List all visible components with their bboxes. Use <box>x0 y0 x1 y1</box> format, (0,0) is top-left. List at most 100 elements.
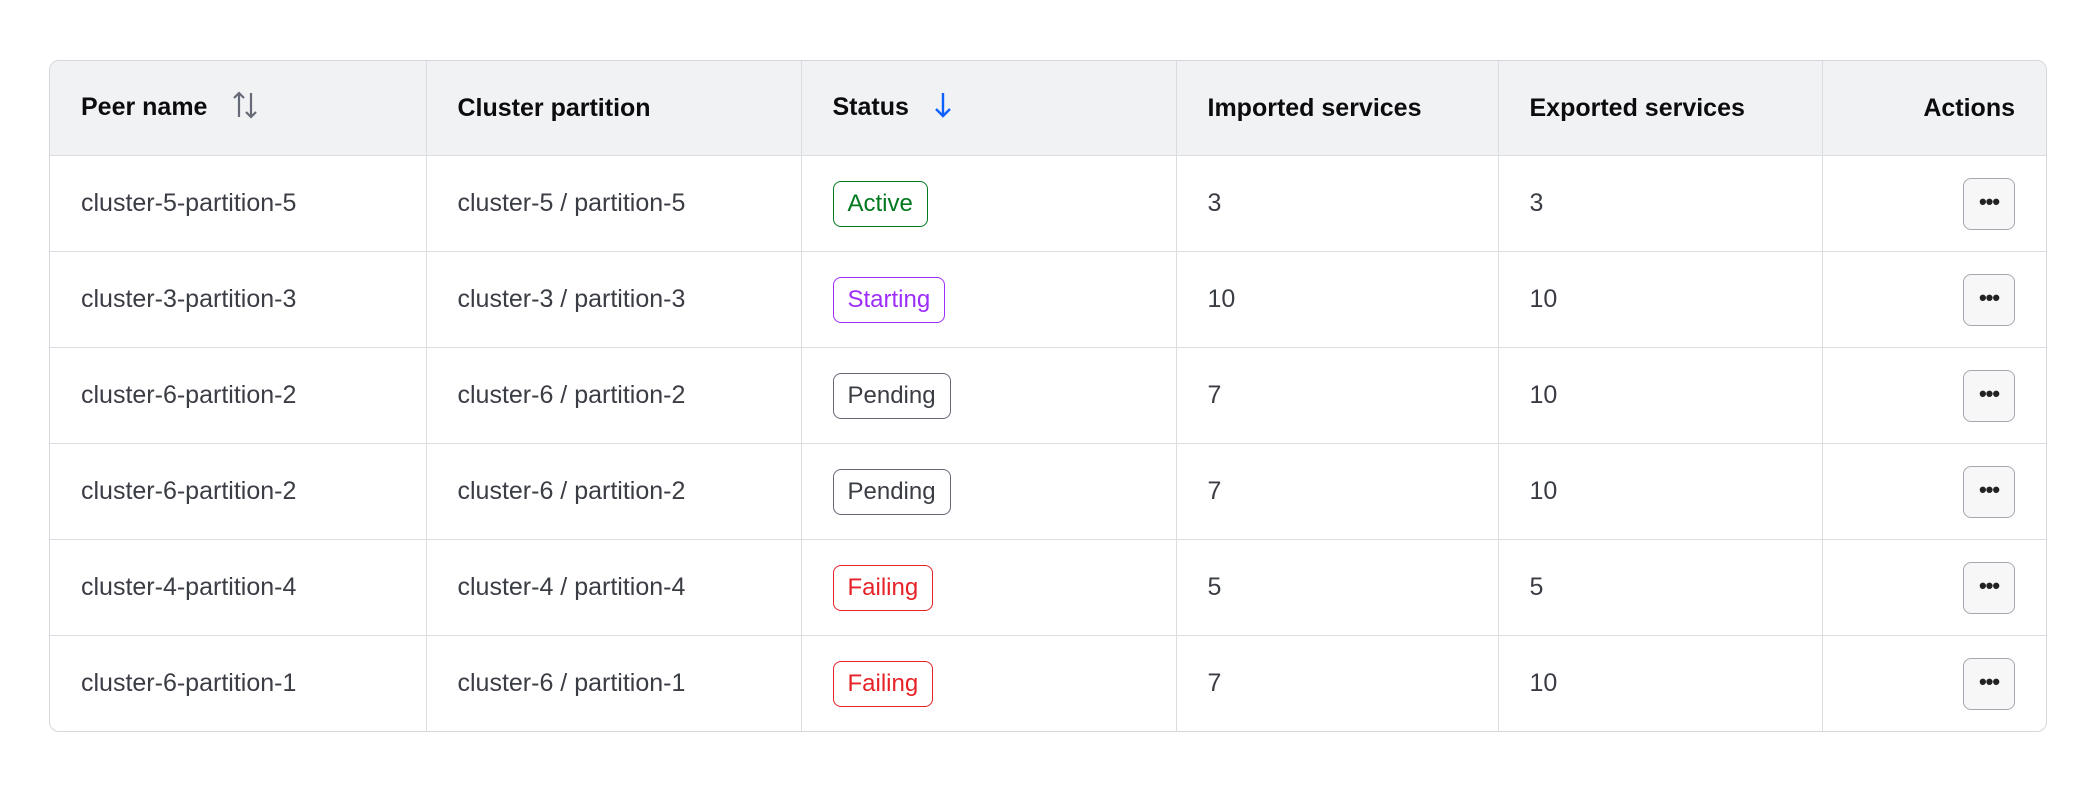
peer-name-cell: cluster-6-partition-2 <box>50 443 427 540</box>
exported-services: 3 <box>1529 189 1544 217</box>
row-actions-button[interactable]: ••• <box>1963 177 2015 230</box>
cluster-partition-cell: cluster-6 / partition-1 <box>426 635 802 731</box>
exported-services-cell: 5 <box>1498 539 1823 636</box>
more-horizontal-icon: ••• <box>1978 476 2000 502</box>
peers-table: Peer name Cluster partition Status Impor… <box>49 60 2047 732</box>
column-header-cluster-partition: Cluster partition <box>426 61 802 156</box>
peer-name-cell: cluster-5-partition-5 <box>50 155 427 252</box>
status-cell: Pending <box>801 347 1177 444</box>
exported-services-cell: 10 <box>1498 443 1823 540</box>
status-cell: Starting <box>801 251 1177 348</box>
sort-both-icon[interactable] <box>231 89 259 128</box>
more-horizontal-icon: ••• <box>1978 572 2000 598</box>
row-actions-button[interactable]: ••• <box>1963 657 2015 710</box>
exported-services: 10 <box>1529 381 1558 409</box>
imported-services: 7 <box>1207 669 1222 697</box>
column-header-status[interactable]: Status <box>801 61 1177 156</box>
cluster-partition: cluster-4 / partition-4 <box>457 573 686 601</box>
cluster-partition: cluster-3 / partition-3 <box>457 285 686 313</box>
exported-services: 10 <box>1529 477 1558 505</box>
imported-services: 3 <box>1207 189 1222 217</box>
status-badge: Failing <box>832 564 934 611</box>
row-actions-button[interactable]: ••• <box>1963 561 2015 614</box>
column-header-actions: Actions <box>1822 61 2046 156</box>
exported-services: 5 <box>1529 573 1544 601</box>
more-horizontal-icon: ••• <box>1978 380 2000 406</box>
peer-name-cell: cluster-6-partition-1 <box>50 635 427 731</box>
actions-cell: ••• <box>1822 155 2046 252</box>
imported-services-cell: 10 <box>1176 251 1499 348</box>
table-row: cluster-3-partition-3 cluster-3 / partit… <box>50 251 2046 348</box>
status-badge: Pending <box>832 372 951 419</box>
imported-services: 7 <box>1207 381 1222 409</box>
peer-name: cluster-6-partition-2 <box>81 477 297 505</box>
actions-cell: ••• <box>1822 539 2046 636</box>
actions-cell: ••• <box>1822 347 2046 444</box>
table-row: cluster-6-partition-1 cluster-6 / partit… <box>50 635 2046 732</box>
column-header-exported-services: Exported services <box>1498 61 1823 156</box>
imported-services-cell: 7 <box>1176 443 1499 540</box>
imported-services-cell: 5 <box>1176 539 1499 636</box>
actions-cell: ••• <box>1822 443 2046 540</box>
column-label: Status <box>832 92 909 121</box>
cluster-partition-cell: cluster-4 / partition-4 <box>426 539 802 636</box>
peer-name-cell: cluster-3-partition-3 <box>50 251 427 348</box>
exported-services-cell: 10 <box>1498 251 1823 348</box>
peer-name: cluster-6-partition-1 <box>81 669 297 697</box>
cluster-partition: cluster-5 / partition-5 <box>457 189 686 217</box>
peer-name: cluster-4-partition-4 <box>81 573 297 601</box>
peer-name: cluster-3-partition-3 <box>81 285 297 313</box>
more-horizontal-icon: ••• <box>1978 284 2000 310</box>
status-cell: Pending <box>801 443 1177 540</box>
peer-name-cell: cluster-6-partition-2 <box>50 347 427 444</box>
status-badge: Failing <box>832 660 934 707</box>
exported-services-cell: 3 <box>1498 155 1823 252</box>
status-badge: Active <box>832 180 928 227</box>
column-header-imported-services: Imported services <box>1176 61 1499 156</box>
status-cell: Failing <box>801 539 1177 636</box>
imported-services-cell: 3 <box>1176 155 1499 252</box>
column-label: Peer name <box>81 92 208 121</box>
cluster-partition: cluster-6 / partition-2 <box>457 381 686 409</box>
cluster-partition-cell: cluster-6 / partition-2 <box>426 443 802 540</box>
column-label: Actions <box>1923 93 2015 122</box>
table-header-row: Peer name Cluster partition Status Impor… <box>50 61 2046 156</box>
row-actions-button[interactable]: ••• <box>1963 273 2015 326</box>
peer-name-cell: cluster-4-partition-4 <box>50 539 427 636</box>
exported-services: 10 <box>1529 669 1558 697</box>
imported-services-cell: 7 <box>1176 347 1499 444</box>
cluster-partition: cluster-6 / partition-2 <box>457 477 686 505</box>
cluster-partition: cluster-6 / partition-1 <box>457 669 686 697</box>
status-badge: Starting <box>832 276 946 323</box>
imported-services: 5 <box>1207 573 1222 601</box>
imported-services: 10 <box>1207 285 1236 313</box>
row-actions-button[interactable]: ••• <box>1963 465 2015 518</box>
exported-services-cell: 10 <box>1498 347 1823 444</box>
table-row: cluster-6-partition-2 cluster-6 / partit… <box>50 347 2046 444</box>
column-label: Exported services <box>1529 93 1745 122</box>
peer-name: cluster-6-partition-2 <box>81 381 297 409</box>
status-cell: Failing <box>801 635 1177 731</box>
actions-cell: ••• <box>1822 636 2046 732</box>
column-header-peer-name[interactable]: Peer name <box>50 61 427 156</box>
column-label: Imported services <box>1207 93 1422 122</box>
status-badge: Pending <box>832 468 951 515</box>
sort-descending-icon[interactable] <box>933 90 953 127</box>
actions-cell: ••• <box>1822 251 2046 348</box>
exported-services: 10 <box>1529 285 1558 313</box>
imported-services: 7 <box>1207 477 1222 505</box>
cluster-partition-cell: cluster-5 / partition-5 <box>426 155 802 252</box>
exported-services-cell: 10 <box>1498 635 1823 731</box>
table-row: cluster-5-partition-5 cluster-5 / partit… <box>50 155 2046 252</box>
more-horizontal-icon: ••• <box>1978 188 2000 214</box>
cluster-partition-cell: cluster-6 / partition-2 <box>426 347 802 444</box>
table-row: cluster-4-partition-4 cluster-4 / partit… <box>50 539 2046 636</box>
cluster-partition-cell: cluster-3 / partition-3 <box>426 251 802 348</box>
peer-name: cluster-5-partition-5 <box>81 189 297 217</box>
imported-services-cell: 7 <box>1176 635 1499 731</box>
more-horizontal-icon: ••• <box>1978 668 2000 694</box>
table-row: cluster-6-partition-2 cluster-6 / partit… <box>50 443 2046 540</box>
row-actions-button[interactable]: ••• <box>1963 369 2015 422</box>
column-label: Cluster partition <box>457 93 651 122</box>
status-cell: Active <box>801 155 1177 252</box>
